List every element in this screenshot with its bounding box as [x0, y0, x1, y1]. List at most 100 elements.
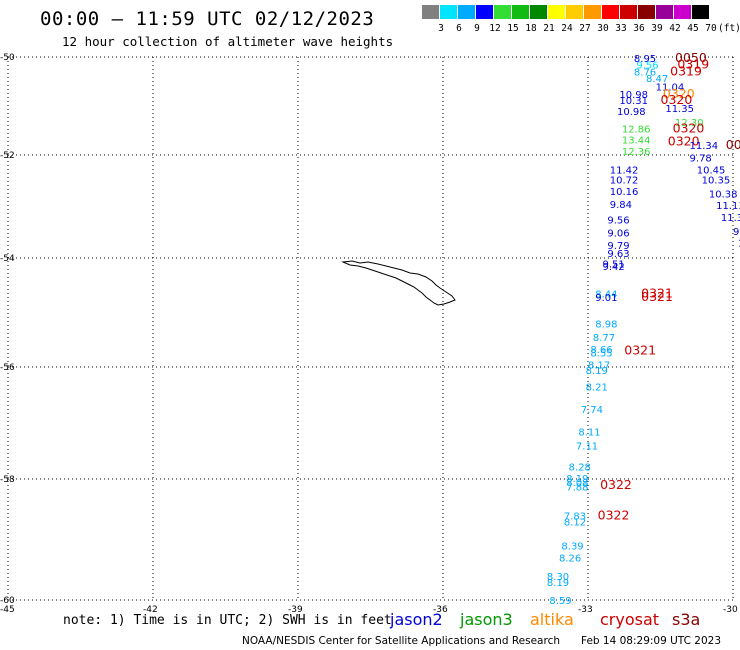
swh-label: 11.13 — [716, 201, 740, 212]
swh-label: 8.19 — [566, 474, 588, 485]
legend-label: 24 — [561, 23, 573, 34]
lon-tick-label: -36 — [433, 605, 448, 615]
swh-label: 0049 — [726, 137, 740, 152]
legend-label: (ft) — [718, 23, 740, 34]
swh-label: 11.35 — [665, 104, 694, 115]
swh-label: 10.72 — [610, 176, 639, 187]
legend-swatch — [602, 5, 619, 19]
legend-label: 33 — [615, 23, 627, 34]
lat-tick-label: -54 — [0, 254, 15, 264]
swh-label: 0320 — [668, 133, 700, 148]
lon-tick-label: -39 — [288, 605, 303, 615]
swh-label: 10.45 — [697, 165, 726, 176]
swh-label: 0050 — [675, 50, 707, 65]
swh-label: 11.10 — [738, 239, 740, 250]
swh-label: 8.30 — [547, 572, 569, 583]
swh-label: 11.34 — [690, 141, 719, 152]
legend-label: 9 — [474, 23, 480, 34]
satellite-name-jason3: jason3 — [460, 610, 513, 629]
swh-label: 0320 — [661, 92, 693, 107]
swh-label: 10.35 — [702, 176, 731, 187]
swh-label: 10.38 — [709, 190, 738, 201]
swh-label: 10.31 — [619, 96, 648, 107]
swh-label: 8.66 — [590, 345, 612, 356]
lon-tick-label: -30 — [723, 605, 738, 615]
legend-swatch — [620, 5, 637, 19]
legend-swatch — [638, 5, 655, 19]
footer-note: note: 1) Time is in UTC; 2) SWH is in fe… — [63, 613, 392, 628]
swh-label: 9.56 — [607, 215, 629, 226]
legend-swatch — [674, 5, 691, 19]
legend-swatch — [656, 5, 673, 19]
lat-tick-label: -56 — [0, 363, 15, 373]
legend-label: 12 — [489, 23, 501, 34]
swh-label: 8.19 — [586, 366, 608, 377]
swh-label: 8.08 — [566, 478, 588, 489]
swh-label: 12.30 — [675, 118, 704, 129]
lat-tick-label: -50 — [0, 53, 15, 63]
legend-label: 18 — [525, 23, 537, 34]
axis-labels: -45 -42 -39 -36 -33 -30 -50 -52 -54 -56 -58 -60 — [0, 53, 738, 615]
swh-label: 11.31 — [721, 213, 740, 224]
swh-label: 0321 — [641, 285, 673, 300]
legend-swatch — [422, 5, 439, 19]
swh-label: 8.77 — [593, 333, 615, 344]
swh-label: 10.16 — [610, 187, 639, 198]
swh-label: 8.44 — [595, 289, 617, 300]
legend-swatch — [548, 5, 565, 19]
satellite-name-altika: altika — [530, 610, 574, 629]
page-subtitle: 12 hour collection of altimeter wave hei… — [62, 34, 394, 49]
page-title: 00:00 – 11:59 UTC 02/12/2023 — [40, 8, 375, 30]
swh-label: 11.04 — [656, 82, 685, 93]
swh-label: 9.42 — [603, 262, 625, 273]
legend-swatch — [476, 5, 493, 19]
legend-swatch — [494, 5, 511, 19]
legend-swatch — [584, 5, 601, 19]
legend-label: 3 — [438, 23, 444, 34]
legend-swatch — [566, 5, 583, 19]
swh-label: 8.17 — [588, 360, 610, 371]
swh-label: 9.06 — [607, 228, 629, 239]
swh-label: 8.12 — [564, 517, 586, 528]
swh-label: 8.95 — [634, 54, 656, 65]
legend-label: 27 — [579, 23, 591, 34]
swh-label: 8.39 — [561, 542, 583, 553]
footer-timestamp: Feb 14 08:29:09 UTC 2023 — [581, 635, 721, 647]
swh-label: 8.98 — [595, 319, 617, 330]
legend-label: 36 — [633, 23, 645, 34]
swh-label: 9.63 — [607, 249, 629, 260]
swh-label: 10.98 — [617, 107, 646, 118]
swh-label: 0320 — [673, 121, 705, 136]
satellite-name-jason2: jason2 — [390, 610, 443, 629]
swh-label: 0321 — [624, 343, 656, 358]
swh-label: 8.21 — [586, 383, 608, 394]
footer-credit: NOAA/NESDIS Center for Satellite Applica… — [242, 635, 560, 647]
lat-tick-label: -60 — [0, 596, 15, 606]
swh-label: 0321 — [641, 289, 673, 304]
swh-label: 8.55 — [590, 348, 612, 359]
swh-label: 8.26 — [559, 554, 581, 565]
swh-label: 0322 — [598, 507, 630, 522]
swh-label: 7.74 — [581, 405, 603, 416]
legend-label: 15 — [507, 23, 519, 34]
swh-label: 12.36 — [622, 147, 651, 158]
swh-label: 9.51 — [603, 259, 625, 270]
lon-tick-label: -45 — [0, 605, 15, 615]
swh-label: 9.78 — [690, 154, 712, 165]
legend-label: 45 — [687, 23, 699, 34]
swh-label: 9.79 — [607, 241, 629, 252]
legend-label: 42 — [669, 23, 681, 34]
legend-swatch — [458, 5, 475, 19]
swh-label: 7.83 — [564, 511, 586, 522]
legend-label: 70 — [705, 23, 717, 34]
legend-label: 6 — [456, 23, 462, 34]
swh-label: 12.86 — [622, 125, 651, 136]
legend-label: 21 — [543, 23, 555, 34]
swh-label: 8.11 — [578, 427, 600, 438]
swh-label: 13.44 — [622, 135, 651, 146]
island-coastline — [341, 260, 456, 306]
swh-label: 11.42 — [610, 165, 639, 176]
swh-label: 9.39 — [733, 227, 740, 238]
